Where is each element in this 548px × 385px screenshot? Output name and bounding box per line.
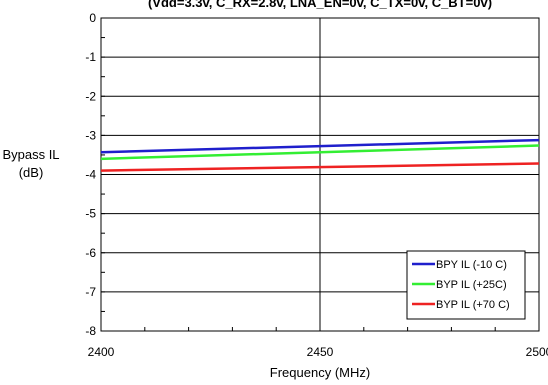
series-line-3 [100,162,540,172]
x-tick-labels: 2400 2450 2500 [88,345,548,359]
y-axis-title-line-1: Bypass IL [2,147,60,162]
y-axis-title: Bypass IL (dB) [0,146,62,182]
chart-title: (Vdd=3.3v, C_RX=2.8v, LNA_EN=0v, C_TX=0v… [148,0,492,10]
legend-label: BYP IL (+25C) [436,279,507,291]
y-tick-label: -7 [85,285,96,299]
x-tick-label: 2500 [526,345,548,359]
x-tick-label: 2450 [307,345,334,359]
y-tick-label: 0 [89,11,96,25]
y-tick-label: -2 [85,89,96,103]
minor-ticks [100,17,540,332]
y-tick-label: -8 [85,324,96,338]
legend-label: BYP IL (+70 C) [436,299,510,311]
y-tick-label: -5 [85,207,96,221]
series-lines [100,138,540,172]
y-tick-label: -4 [85,168,96,182]
y-axis-title-line-2: (dB) [18,165,44,180]
series-line-1 [100,138,540,154]
legend-label: BPY IL (-10 C) [436,259,507,271]
y-tick-label: -3 [85,128,96,142]
x-axis-title: Frequency (MHz) [270,365,370,380]
x-tick-label: 2400 [88,345,115,359]
y-tick-labels: 0 -1 -2 -3 -4 -5 -6 -7 -8 [85,11,96,338]
series-line-2 [100,144,540,161]
legend: BPY IL (-10 C) BYP IL (+25C) BYP IL (+70 C… [406,250,526,320]
y-tick-label: -6 [85,246,96,260]
y-tick-label: -1 [85,50,96,64]
